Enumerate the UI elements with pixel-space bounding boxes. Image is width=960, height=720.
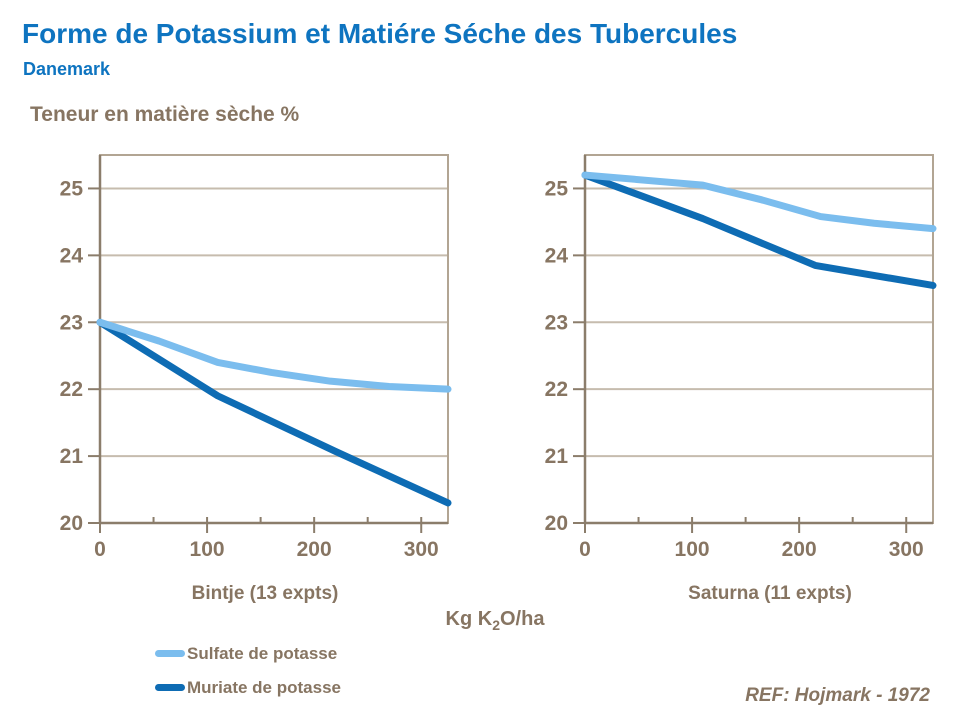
x-axis-title-sub: 2 <box>492 617 500 633</box>
legend-label-sulfate: Sulfate de potasse <box>187 643 338 663</box>
svg-text:200: 200 <box>297 538 332 561</box>
chart-bintje: 20 21 22 23 24 25 0 100 200 300 <box>60 154 452 561</box>
svg-text:200: 200 <box>782 538 817 561</box>
svg-text:25: 25 <box>60 177 84 200</box>
svg-text:24: 24 <box>60 244 84 267</box>
muriate-line-swatch-icon <box>155 684 185 691</box>
reference-note: REF: Hojmark - 1972 <box>745 685 930 706</box>
svg-text:300: 300 <box>889 538 924 561</box>
legend-label-muriate: Muriate de potasse <box>187 677 341 697</box>
svg-text:20: 20 <box>60 512 83 535</box>
svg-text:21: 21 <box>60 445 84 468</box>
svg-text:100: 100 <box>190 538 225 561</box>
svg-text:23: 23 <box>60 311 83 334</box>
svg-text:100: 100 <box>675 538 710 561</box>
legend-item-muriate: Muriate de potasse <box>155 677 341 698</box>
sulfate-line-swatch-icon <box>155 650 185 657</box>
chart-saturna: 20 21 22 23 24 25 0 100 200 300 <box>545 154 937 561</box>
page-title: Forme de Potassium et Matiére Séche des … <box>22 18 738 49</box>
page-subtitle: Danemark <box>23 59 111 79</box>
legend: Sulfate de potasse Muriate de potasse <box>155 643 341 711</box>
svg-text:0: 0 <box>579 538 591 561</box>
x-axis-title-post: O/ha <box>500 608 545 630</box>
svg-text:24: 24 <box>545 244 569 267</box>
svg-text:23: 23 <box>545 311 568 334</box>
svg-text:300: 300 <box>404 538 439 561</box>
x-axis-title: Kg K2O/ha <box>380 608 610 633</box>
legend-item-sulfate: Sulfate de potasse <box>155 643 341 664</box>
y-axis-title: Teneur en matière sèche % <box>30 103 300 126</box>
svg-text:20: 20 <box>545 512 568 535</box>
chart-label-bintje: Bintje (13 expts) <box>191 583 339 604</box>
svg-text:22: 22 <box>60 378 83 401</box>
svg-text:21: 21 <box>545 445 569 468</box>
chart-label-saturna: Saturna (11 expts) <box>688 583 852 604</box>
x-axis-title-pre: Kg K <box>445 608 493 630</box>
svg-text:22: 22 <box>545 378 568 401</box>
svg-text:0: 0 <box>94 538 106 561</box>
svg-text:25: 25 <box>545 177 569 200</box>
